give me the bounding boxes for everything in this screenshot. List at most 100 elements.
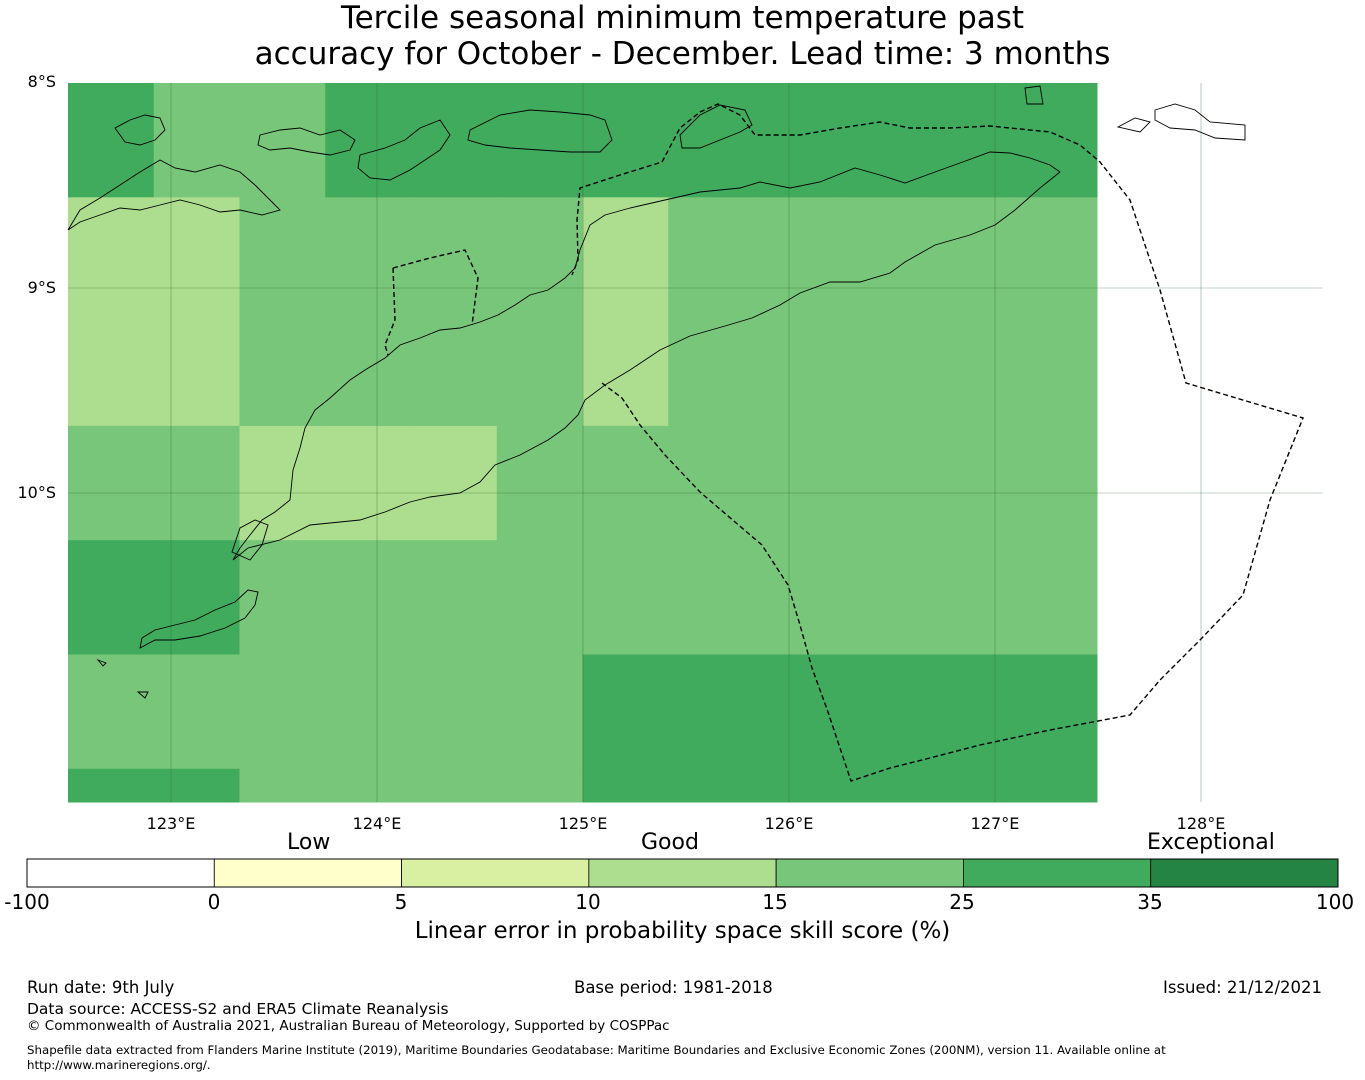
grid-cell <box>925 654 1012 770</box>
grid-cell <box>839 654 926 770</box>
grid-cell <box>411 83 498 198</box>
grid-cell <box>839 311 926 427</box>
grid-cell <box>411 540 498 655</box>
grid-cell <box>839 768 926 803</box>
grid-cell <box>153 540 240 655</box>
colorbar-segment <box>963 858 1152 888</box>
grid-cell <box>411 311 498 427</box>
chart-title-line-1: Tercile seasonal minimum temperature pas… <box>340 0 1025 36</box>
grid-cell <box>325 425 412 541</box>
grid-cell <box>1011 425 1098 541</box>
lat-label: 8°S <box>27 72 56 91</box>
grid-cell <box>925 425 1012 541</box>
shapefile-credit: Shapefile data extracted from Flanders M… <box>27 1043 1166 1057</box>
grid-cell <box>839 197 926 313</box>
grid-cell <box>754 654 841 770</box>
grid-cell <box>668 83 755 198</box>
grid-cell <box>668 768 755 803</box>
grid-cell <box>68 311 155 427</box>
shapefile-url: http://www.marineregions.org/. <box>27 1058 211 1072</box>
grid-cell <box>496 768 583 803</box>
grid-cell <box>582 654 669 770</box>
grid-cell <box>839 425 926 541</box>
lon-label: 128°E <box>1176 814 1226 833</box>
lon-label: 123°E <box>146 814 196 833</box>
colorbar-tick: 100 <box>1315 890 1355 914</box>
grid-cell <box>754 83 841 198</box>
colorbar-label: Linear error in probability space skill … <box>414 918 951 944</box>
colorbar-tick: 15 <box>762 890 788 914</box>
grid-cell <box>153 83 240 198</box>
grid-cell <box>68 540 155 655</box>
colorbar-segment <box>775 858 964 888</box>
grid-cell <box>1011 83 1098 198</box>
grid-cell <box>668 311 755 427</box>
colorbar-segment <box>1150 858 1339 888</box>
grid-cell <box>754 768 841 803</box>
chart-title-line-2: accuracy for October - December. Lead ti… <box>254 36 1111 72</box>
grid-cell <box>153 197 240 313</box>
grid-cell <box>925 540 1012 655</box>
grid-cell <box>839 540 926 655</box>
grid-cell <box>239 768 326 803</box>
grid-cell <box>925 83 1012 198</box>
grid-cell <box>754 311 841 427</box>
grid-cell <box>325 654 412 770</box>
colorbar <box>26 858 1339 888</box>
grid-cell <box>153 768 240 803</box>
grid-cell <box>668 197 755 313</box>
grid-cell <box>496 540 583 655</box>
colorbar-segment <box>26 858 215 888</box>
colorbar-tick: 25 <box>949 890 975 914</box>
colorbar-tick: 0 <box>207 890 221 914</box>
grid-cell <box>496 311 583 427</box>
grid-cell <box>1011 540 1098 655</box>
grid-cell <box>68 83 155 198</box>
lat-label: 9°S <box>27 278 56 297</box>
grid-cell <box>1011 197 1098 313</box>
grid-cell <box>325 83 412 198</box>
grid-cell <box>496 83 583 198</box>
grid-cell <box>325 540 412 655</box>
lon-label: 127°E <box>970 814 1020 833</box>
grid-cell <box>925 311 1012 427</box>
colorbar-frame <box>26 858 1339 888</box>
grid-cell <box>668 425 755 541</box>
copyright: © Commonwealth of Australia 2021, Austra… <box>27 1018 670 1034</box>
grid-cell <box>925 197 1012 313</box>
grid-cell <box>754 425 841 541</box>
colorbar-tick: 35 <box>1137 890 1163 914</box>
category-low: Low <box>287 830 331 855</box>
grid-cell <box>239 311 326 427</box>
lon-label: 126°E <box>764 814 814 833</box>
grid-cell <box>239 83 326 198</box>
colorbar-segment <box>213 858 402 888</box>
grid-cell <box>239 654 326 770</box>
coastlines <box>67 85 1246 699</box>
grid-cell <box>68 654 155 770</box>
grid-cell <box>1011 311 1098 427</box>
lat-label: 10°S <box>17 483 56 502</box>
category-good: Good <box>641 830 699 855</box>
grid-cell <box>754 197 841 313</box>
grid-cell <box>1011 768 1098 803</box>
skill-grid <box>68 83 1098 803</box>
grid-cell <box>839 83 926 198</box>
lon-label: 124°E <box>352 814 402 833</box>
base-period: Base period: 1981-2018 <box>574 978 773 997</box>
grid-cell <box>1011 654 1098 770</box>
grid-cell <box>411 768 498 803</box>
grid-cell <box>239 425 326 541</box>
grid-cell <box>925 768 1012 803</box>
issued-date: Issued: 21/12/2021 <box>1163 978 1323 997</box>
grid-cell <box>754 540 841 655</box>
grid-cell <box>411 654 498 770</box>
grid-cell <box>239 197 326 313</box>
grid-cell <box>239 540 326 655</box>
category-exceptional: Exceptional <box>1147 830 1275 855</box>
colorbar-segment <box>588 858 777 888</box>
grid-cell <box>153 654 240 770</box>
grid-cell <box>496 654 583 770</box>
grid-cell <box>582 425 669 541</box>
